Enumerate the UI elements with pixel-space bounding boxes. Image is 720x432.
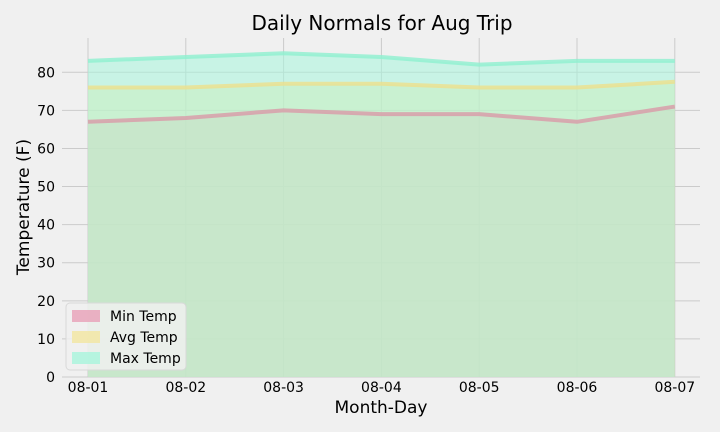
legend: Min Temp Avg Temp Max Temp xyxy=(65,302,187,371)
area-max-temp xyxy=(88,53,675,377)
y-tick-label: 30 xyxy=(37,256,55,272)
y-tick-label: 60 xyxy=(37,141,55,157)
legend-label-max-temp: Max Temp xyxy=(110,351,181,367)
x-tick-label: 08-07 xyxy=(654,380,695,396)
line-min-temp xyxy=(87,104,676,124)
legend-swatch-max-temp xyxy=(72,352,100,364)
y-tick-label: 40 xyxy=(37,218,55,234)
legend-label-avg-temp: Avg Temp xyxy=(110,330,178,346)
legend-label-min-temp: Min Temp xyxy=(110,309,177,325)
x-tick-label: 08-06 xyxy=(557,380,598,396)
y-tick-label: 20 xyxy=(37,294,55,310)
line-max-temp xyxy=(87,51,675,67)
y-tick-labels: 0 10 20 30 40 50 60 70 80 xyxy=(37,65,55,386)
plot-lines xyxy=(87,51,676,124)
x-tick-label: 08-04 xyxy=(361,380,402,396)
y-tick-label: 80 xyxy=(37,65,55,81)
x-axis-label: Month-Day xyxy=(335,398,428,418)
y-axis-label: Temperature (F) xyxy=(14,139,34,276)
x-tick-label: 08-01 xyxy=(68,380,109,396)
y-tick-label: 10 xyxy=(37,332,55,348)
y-tick-label: 0 xyxy=(46,370,55,386)
x-tick-label: 08-05 xyxy=(459,380,500,396)
plot-areas xyxy=(88,53,675,377)
y-tick-label: 70 xyxy=(37,103,55,119)
x-tick-label: 08-02 xyxy=(165,380,206,396)
line-avg-temp xyxy=(88,79,675,90)
x-tick-label: 08-03 xyxy=(263,380,304,396)
legend-swatch-avg-temp xyxy=(72,331,100,343)
legend-swatch-min-temp xyxy=(72,310,100,322)
y-tick-label: 50 xyxy=(37,180,55,196)
x-tick-labels: 08-01 08-02 08-03 08-04 08-05 08-06 08-07 xyxy=(68,380,695,396)
chart-title: Daily Normals for Aug Trip xyxy=(251,11,512,35)
